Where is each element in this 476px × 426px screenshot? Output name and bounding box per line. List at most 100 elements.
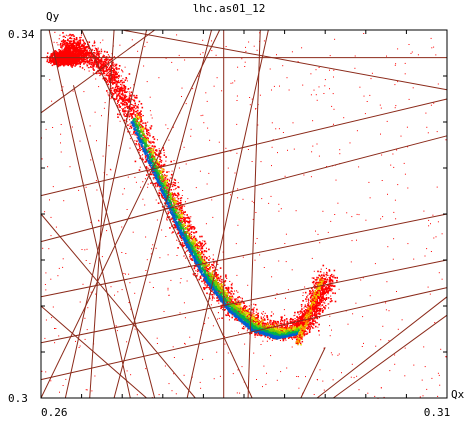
scatter-point (123, 100, 125, 102)
scatter-point (330, 273, 333, 276)
scatter-point (159, 177, 161, 179)
scatter-point (176, 194, 178, 196)
scatter-point (97, 51, 99, 53)
scatter-point (163, 178, 165, 180)
scatter-point (172, 220, 174, 222)
scatter-point (124, 112, 126, 114)
scatter-point (122, 97, 124, 99)
scatter-point (283, 327, 286, 329)
scatter-point (76, 43, 79, 46)
scatter-point (319, 270, 322, 273)
scatter-point (246, 330, 248, 332)
scatter-point (329, 288, 331, 290)
scatter-point (332, 276, 334, 278)
scatter-point (148, 140, 150, 142)
scatter-point (114, 76, 117, 78)
scatter-point (324, 288, 326, 291)
scatter-point (161, 180, 163, 182)
scatter-point (124, 86, 126, 88)
scatter-point (142, 145, 144, 147)
scatter-point (86, 51, 89, 54)
scatter-point (190, 254, 192, 256)
scatter-point (68, 45, 70, 48)
scatter-point (167, 212, 169, 215)
scatter-point (329, 276, 331, 279)
scatter-point (113, 56, 115, 58)
scatter-point (203, 244, 205, 246)
scatter-point (254, 316, 256, 318)
scatter-point (174, 188, 176, 190)
scatter-point (88, 60, 90, 62)
scatter-point (94, 56, 96, 58)
scatter-point (272, 323, 274, 326)
scatter-point (130, 127, 132, 129)
scatter-point (121, 108, 123, 110)
scatter-point (115, 97, 118, 99)
scatter-point (198, 245, 200, 247)
scatter-point (240, 297, 242, 299)
scatter-point (310, 295, 313, 297)
scatter-point (149, 166, 151, 168)
scatter-point (84, 59, 86, 61)
scatter-point (302, 321, 305, 324)
scatter-point (205, 287, 207, 289)
scatter-point (76, 41, 78, 44)
scatter-point (188, 230, 190, 232)
scatter-point (75, 50, 77, 52)
scatter-point (323, 282, 325, 284)
scatter-point (208, 248, 210, 251)
scatter-point (201, 245, 203, 248)
scatter-point (187, 228, 189, 230)
scatter-point (293, 336, 295, 339)
scatter-point (158, 163, 160, 165)
scatter-point (245, 309, 247, 311)
scatter-point (79, 48, 81, 50)
scatter-point (304, 311, 306, 313)
scatter-point (107, 72, 109, 74)
scatter-point (149, 173, 152, 176)
scatter-point (142, 122, 144, 124)
scatter-point (197, 251, 200, 254)
scatter-point (320, 288, 322, 290)
scatter-point (328, 277, 330, 279)
scatter-point (300, 316, 302, 319)
scatter-point (125, 101, 127, 103)
scatter-point (189, 257, 191, 259)
scatter-point (196, 247, 198, 249)
scatter-point (162, 197, 165, 199)
scatter-point (160, 165, 162, 167)
scatter-point (92, 68, 94, 70)
scatter-point (88, 41, 91, 43)
scatter-point (158, 148, 160, 150)
scatter-point (78, 49, 81, 52)
scatter-point (201, 235, 203, 238)
x-tick-label: 0.31 (424, 406, 451, 419)
scatter-point (155, 153, 157, 156)
scatter-point (90, 55, 92, 57)
scatter-point (194, 237, 197, 240)
scatter-point (88, 70, 90, 72)
scatter-point (79, 65, 81, 68)
scatter-point (263, 316, 265, 318)
scatter-point (221, 317, 223, 319)
scatter-point (83, 53, 85, 55)
scatter-point (312, 315, 314, 317)
scatter-point (313, 327, 315, 329)
scatter-point (117, 105, 119, 107)
scatter-point (146, 132, 148, 135)
scatter-point (331, 300, 333, 302)
scatter-point (78, 44, 80, 46)
scatter-point (200, 247, 202, 250)
scatter-point (225, 274, 227, 276)
scatter-point (289, 319, 292, 321)
scatter-point (319, 299, 321, 302)
scatter-point (170, 160, 172, 163)
scatter-point (134, 140, 136, 142)
scatter-point (204, 266, 206, 269)
scatter-point (180, 203, 182, 205)
scatter-point (308, 322, 310, 324)
scatter-point (159, 161, 161, 163)
scatter-point (295, 335, 298, 337)
scatter-point (165, 187, 167, 189)
scatter-point (133, 130, 136, 133)
